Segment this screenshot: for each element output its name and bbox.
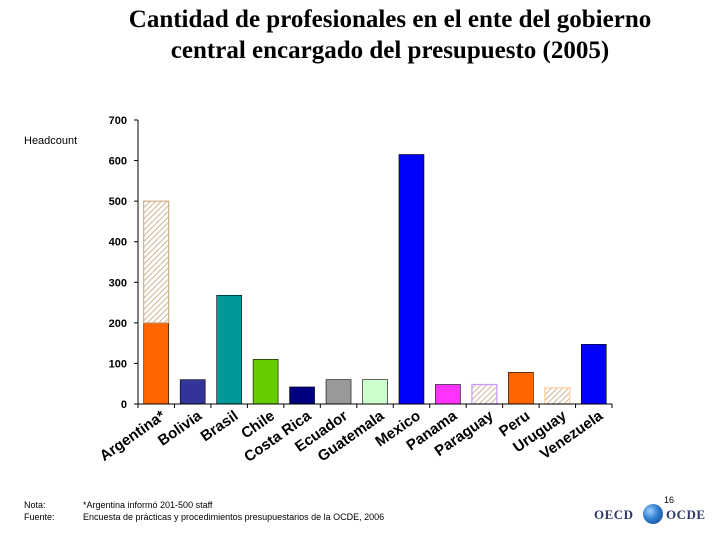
- chart-title: Cantidad de profesionales en el ente del…: [128, 6, 652, 64]
- page-number: 16: [664, 495, 675, 505]
- oecd-logo: OECD OCDE: [594, 504, 706, 526]
- bar-paraguay: [471, 383, 498, 405]
- y-tick-label: 600: [109, 156, 127, 168]
- note-label: Nota:: [24, 500, 46, 510]
- bar-ecuador: [325, 379, 352, 405]
- bar-costa-rica: [289, 386, 315, 405]
- bar-chile: [252, 359, 279, 405]
- logo-text-right: OCDE: [666, 507, 706, 522]
- source-text: Encuesta de prácticas y procedimientos p…: [83, 512, 385, 522]
- y-tick-label: 0: [121, 399, 127, 411]
- y-tick-label: 400: [109, 237, 127, 249]
- bar-venezuela: [580, 344, 607, 405]
- bar-brasil: [216, 294, 242, 405]
- bar-uruguay: [544, 387, 571, 405]
- bar-bolivia: [179, 379, 206, 405]
- bar-argentina: [143, 322, 170, 405]
- x-tick-label-brasil: Brasil: [198, 407, 242, 445]
- y-tick-label: 700: [109, 115, 127, 127]
- y-axis-label: Headcount: [24, 135, 78, 147]
- bar-guatemala: [362, 379, 388, 405]
- y-tick-label: 200: [109, 318, 127, 330]
- bar-peru: [508, 372, 534, 405]
- bar-mexico: [398, 154, 425, 405]
- source-label: Fuente:: [24, 512, 55, 522]
- logo-text-left: OECD: [594, 507, 634, 522]
- y-tick-label: 500: [109, 196, 127, 208]
- note-text: *Argentina informó 201-500 staff: [83, 500, 213, 510]
- y-tick-label: 100: [109, 358, 127, 370]
- bar-panama: [435, 384, 461, 405]
- y-tick-label: 300: [109, 277, 127, 289]
- bar-segment-argentina-range: [143, 200, 170, 324]
- globe-icon: [643, 504, 663, 524]
